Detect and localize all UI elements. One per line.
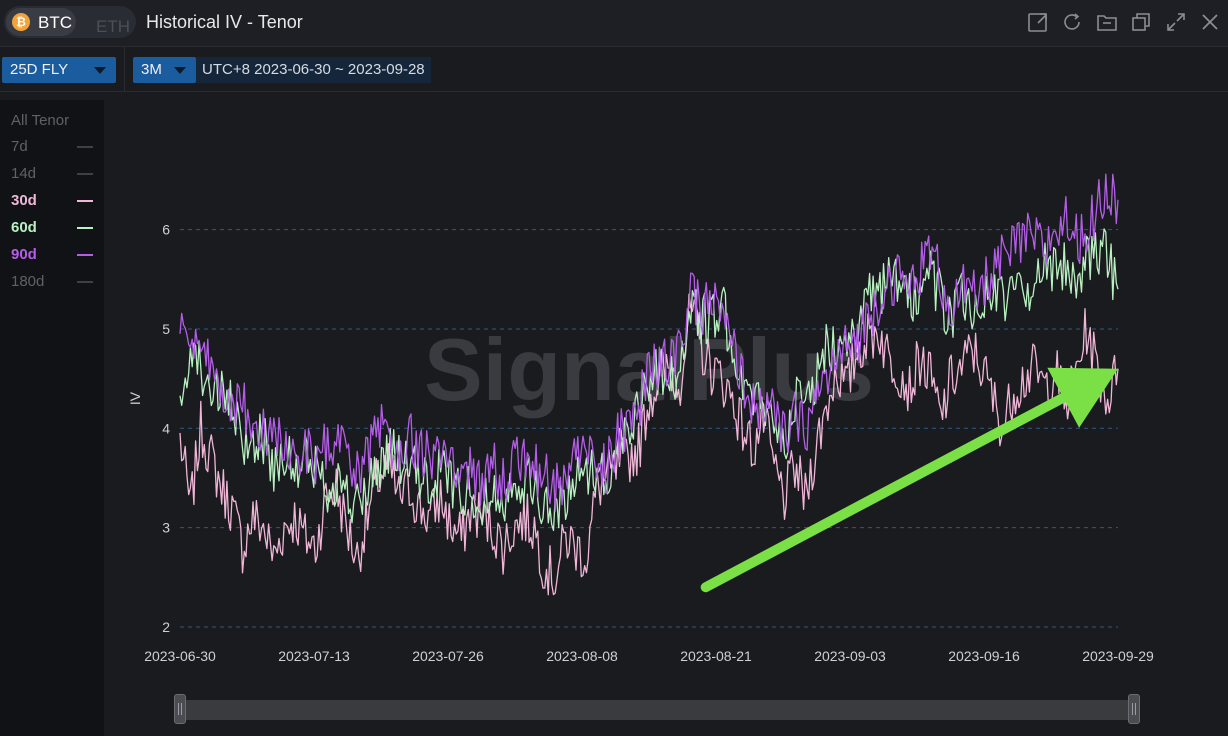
metric-select[interactable]: 25D FLY bbox=[2, 57, 116, 83]
asset-eth-option[interactable]: ETH bbox=[96, 17, 130, 36]
duplicate-icon[interactable] bbox=[1129, 10, 1153, 34]
asset-btc-label: BTC bbox=[38, 13, 72, 32]
watermark: SignalPlus bbox=[424, 320, 874, 419]
arrow-annotation-head bbox=[1047, 367, 1118, 428]
y-tick-label: 6 bbox=[162, 222, 170, 238]
x-tick-label: 2023-08-21 bbox=[680, 648, 752, 664]
bitcoin-icon: ₿ bbox=[12, 13, 30, 31]
period-select[interactable]: 3M bbox=[133, 57, 196, 83]
x-tick-label: 2023-07-13 bbox=[278, 648, 350, 664]
metric-select-value: 25D FLY bbox=[10, 61, 69, 78]
legend-item-90d[interactable]: 90d bbox=[11, 246, 101, 266]
legend-swatch bbox=[77, 146, 93, 148]
range-slider-end-handle[interactable] bbox=[1128, 694, 1140, 724]
series-line-90d bbox=[179, 173, 1119, 512]
y-tick-label: 2 bbox=[162, 619, 170, 635]
legend-label: 60d bbox=[11, 219, 37, 236]
external-link-icon[interactable] bbox=[1026, 10, 1050, 34]
arrow-annotation-shaft bbox=[700, 392, 1069, 593]
legend-label: 7d bbox=[11, 138, 28, 155]
legend-item-14d[interactable]: 14d bbox=[11, 165, 101, 185]
series-line-30d bbox=[179, 293, 1119, 596]
divider bbox=[124, 47, 125, 91]
date-range[interactable]: UTC+8 2023-06-30 ~ 2023-09-28 bbox=[196, 57, 431, 83]
asset-btc-option[interactable]: ₿ BTC bbox=[6, 8, 76, 36]
y-tick-label: 3 bbox=[162, 520, 170, 536]
expand-icon[interactable] bbox=[1164, 10, 1188, 34]
refresh-icon[interactable] bbox=[1060, 10, 1084, 34]
legend-panel: All Tenor 7d 14d 30d 60d 90d 180d bbox=[0, 100, 104, 736]
x-tick-label: 2023-06-30 bbox=[144, 648, 216, 664]
legend-swatch bbox=[77, 173, 93, 175]
folder-icon[interactable] bbox=[1095, 10, 1119, 34]
top-bar: ₿ BTC ETH Historical IV - Tenor bbox=[0, 0, 1228, 47]
legend-item-7d[interactable]: 7d bbox=[11, 138, 101, 158]
x-tick-label: 2023-09-03 bbox=[814, 648, 886, 664]
controls-bar: 25D FLY 3M bbox=[0, 47, 1228, 92]
iv-chart: SignalPlus 2 3 4 5 6 IV 2023-06-30 2023-07-13 202… bbox=[127, 173, 1154, 664]
x-tick-label: 2023-07-26 bbox=[412, 648, 484, 664]
chevron-down-icon bbox=[94, 67, 106, 74]
legend-swatch bbox=[77, 200, 93, 202]
legend-item-60d[interactable]: 60d bbox=[11, 219, 101, 239]
y-tick-label: 4 bbox=[162, 420, 170, 436]
asset-toggle[interactable]: ₿ BTC ETH bbox=[4, 6, 136, 38]
chevron-down-icon bbox=[174, 67, 186, 74]
legend-item-180d[interactable]: 180d bbox=[11, 273, 101, 293]
legend-label: 180d bbox=[11, 273, 45, 290]
legend-label: 14d bbox=[11, 165, 37, 182]
page-title: Historical IV - Tenor bbox=[146, 12, 303, 32]
legend-label: 30d bbox=[11, 192, 37, 209]
range-slider-track[interactable] bbox=[178, 700, 1134, 720]
x-tick-label: 2023-09-29 bbox=[1082, 648, 1154, 664]
y-axis-label: IV bbox=[127, 391, 143, 405]
legend-item-30d[interactable]: 30d bbox=[11, 192, 101, 212]
legend-label: 90d bbox=[11, 246, 37, 263]
x-tick-label: 2023-08-08 bbox=[546, 648, 618, 664]
legend-swatch bbox=[77, 281, 93, 283]
x-tick-label: 2023-09-16 bbox=[948, 648, 1020, 664]
legend-all-tenor[interactable]: All Tenor bbox=[11, 112, 70, 129]
range-slider-start-handle[interactable] bbox=[174, 694, 186, 724]
period-select-value: 3M bbox=[141, 61, 162, 78]
close-icon[interactable] bbox=[1198, 10, 1222, 34]
y-tick-label: 5 bbox=[162, 321, 170, 337]
legend-swatch bbox=[77, 254, 93, 256]
legend-swatch bbox=[77, 227, 93, 229]
